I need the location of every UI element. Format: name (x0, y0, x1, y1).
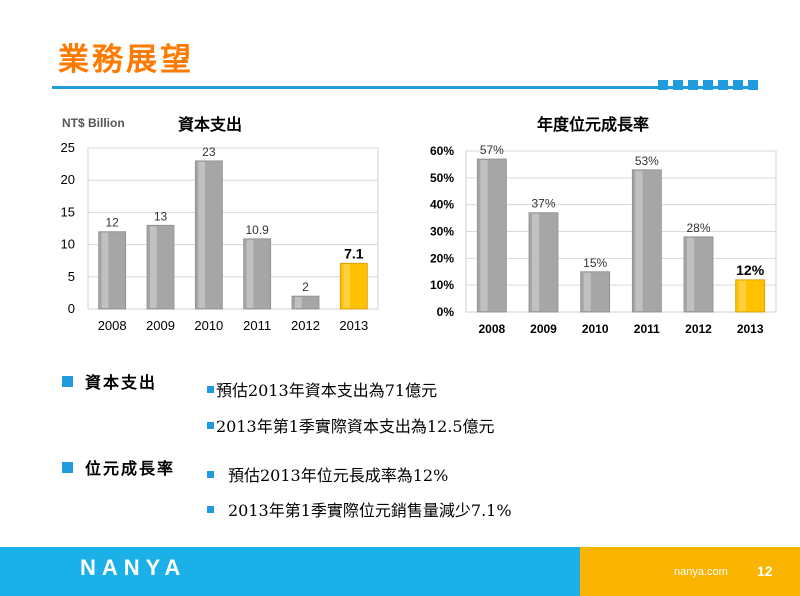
x-tick-label: 2008 (98, 318, 127, 333)
y-tick-label: 15 (61, 204, 75, 219)
bar (291, 295, 320, 310)
footer-blue-band (0, 547, 580, 596)
bar-highlight (738, 280, 746, 311)
bar-highlight (150, 226, 157, 308)
slide-title: 業務展望 (58, 42, 194, 78)
data-label: 2 (302, 280, 309, 294)
x-tick-label: 2010 (582, 322, 609, 336)
bar (98, 231, 127, 310)
x-tick-label: 2013 (339, 318, 368, 333)
bit-growth-heading-text: 位元成長率 (85, 459, 176, 478)
x-tick-label: 2012 (685, 322, 712, 336)
bar-highlight (101, 232, 109, 308)
x-tick-label: 2009 (146, 318, 175, 333)
page-number: 12 (757, 563, 773, 579)
bit-growth-bullet-1: 預估2013年位元長成率為12% (207, 462, 448, 486)
bar (528, 212, 559, 313)
data-label: 57% (480, 143, 504, 157)
plot-frame (87, 147, 379, 310)
nanya-logo: NANYA (80, 555, 187, 580)
bit-growth-bar-chart: 0% 10% 20% 30% 40% 50% 60% 57% 2008 37% 2009 15% 201… (430, 143, 777, 336)
bar (683, 236, 714, 313)
capex-bullet-1: 預估2013年資本支出為71億元 (207, 377, 437, 401)
capex-bullet-2: 2013年第1季實際資本支出為12.5億元 (207, 413, 495, 437)
y-tick-label: 60% (430, 144, 454, 158)
bit-growth-section-heading: 位元成長率 (62, 455, 175, 479)
capex-unit-label: NT$ Billion (62, 116, 125, 130)
y-tick-label: 40% (430, 198, 454, 212)
data-label: 7.1 (344, 245, 364, 261)
website-link[interactable]: nanya.com (674, 566, 728, 578)
bar (476, 158, 507, 313)
bar-highlight (687, 237, 695, 311)
data-label: 15% (583, 256, 607, 270)
bar-highlight (583, 272, 591, 311)
bar-highlight (480, 160, 488, 311)
capex-chart-title: 資本支出 (178, 115, 242, 134)
data-label: 10.9 (245, 223, 269, 237)
footer-orange-band (580, 547, 800, 596)
y-tick-label: 50% (430, 171, 454, 185)
bullet-square-icon (207, 505, 214, 513)
x-tick-label: 2009 (530, 322, 557, 336)
title-decoration-squares (658, 80, 758, 90)
y-tick-label: 20 (61, 172, 75, 187)
bit-growth-chart-title: 年度位元成長率 (537, 115, 649, 134)
bar-highlight (295, 297, 302, 308)
bullet-square-icon (207, 470, 214, 478)
capex-bullet-1-text: 預估2013年資本支出為71億元 (216, 381, 438, 400)
bar-highlight (246, 239, 254, 308)
bullet-square-icon (62, 375, 73, 387)
bar-highlight (532, 213, 540, 311)
y-tick-label: 10 (61, 237, 75, 252)
y-tick-label: 30% (430, 225, 454, 239)
y-tick-label: 10% (430, 278, 454, 292)
bar (339, 262, 368, 310)
capex-section-heading: 資本支出 (62, 369, 157, 393)
y-tick-label: 0 (68, 301, 75, 316)
bar (580, 271, 611, 313)
bullet-square-icon (207, 421, 214, 429)
bar (243, 238, 272, 310)
bar (631, 169, 662, 313)
x-tick-label: 2013 (737, 322, 764, 336)
data-label: 13 (154, 209, 168, 223)
bar (735, 279, 766, 313)
x-tick-label: 2012 (291, 318, 320, 333)
bullet-square-icon (207, 385, 214, 393)
y-tick-label: 20% (430, 251, 454, 265)
data-label: 28% (686, 221, 710, 235)
data-label: 23 (202, 145, 216, 159)
bar (146, 224, 175, 310)
bar-highlight (343, 264, 351, 308)
bullet-square-icon (62, 461, 73, 473)
bit-growth-bullet-2-text: 2013年第1季實際位元銷售量減少7.1% (228, 501, 512, 520)
x-tick-label: 2011 (634, 322, 660, 336)
bar (194, 160, 223, 310)
bit-growth-bullet-2: 2013年第1季實際位元銷售量減少7.1% (207, 497, 512, 521)
capex-bullet-2-text: 2013年第1季實際資本支出為12.5億元 (216, 417, 495, 436)
x-tick-label: 2008 (478, 322, 505, 336)
data-label: 12% (736, 262, 765, 278)
y-tick-label: 0% (437, 305, 455, 319)
bar-highlight (635, 170, 643, 311)
data-label: 37% (531, 197, 555, 211)
x-tick-label: 2010 (194, 318, 223, 333)
y-tick-label: 5 (68, 269, 75, 284)
capex-bar-chart: 0 5 10 15 20 25 12 2008 13 2009 23 2010 10.9 2011 2 201… (61, 140, 379, 333)
bit-growth-bullet-1-text: 預估2013年位元長成率為12% (228, 466, 449, 485)
x-tick-label: 2011 (243, 318, 271, 333)
capex-heading-text: 資本支出 (85, 373, 158, 392)
y-tick-label: 25 (61, 140, 75, 155)
charts-area: NT$ Billion 資本支出 0 5 10 15 20 25 12 2008 13 2009 2… (61, 115, 777, 336)
footer-white-arc (0, 520, 800, 547)
data-label: 12 (105, 216, 119, 230)
bar-highlight (198, 161, 206, 308)
title-underline (52, 86, 758, 89)
data-label: 53% (635, 154, 659, 168)
